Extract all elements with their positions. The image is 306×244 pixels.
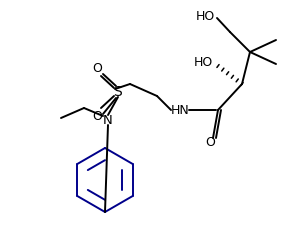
- Text: N: N: [103, 113, 113, 126]
- Text: HN: HN: [171, 103, 189, 116]
- Text: O: O: [92, 110, 102, 122]
- Text: O: O: [205, 136, 215, 150]
- Text: HO: HO: [196, 10, 215, 22]
- Text: O: O: [92, 61, 102, 74]
- Text: S: S: [114, 85, 122, 99]
- Text: HO: HO: [194, 57, 213, 70]
